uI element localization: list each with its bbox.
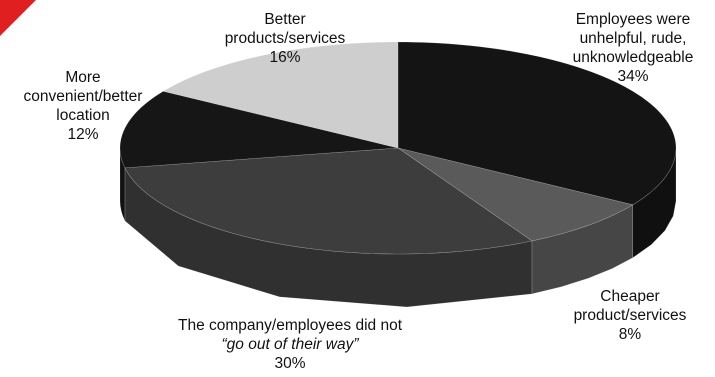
red-corner-triangle-icon <box>0 0 36 36</box>
label-go-out-of-way: The company/employees did not “go out of… <box>150 316 430 373</box>
label-convenient-location: More convenient/better location 12% <box>8 68 158 144</box>
pct-employees-unhelpful: 34% <box>617 68 649 85</box>
pie-slice-4 <box>162 41 399 149</box>
label-cheaper-product: Cheaper product/services 8% <box>554 287 706 344</box>
pie-slice-1 <box>397 147 634 242</box>
label-better-products: Better products/services 16% <box>210 10 360 67</box>
pct-cheaper-product: 8% <box>618 326 642 343</box>
pct-better-products: 16% <box>269 49 301 66</box>
pct-convenient-location: 12% <box>67 126 99 143</box>
pie-slice-3 <box>119 90 399 169</box>
pct-go-out-of-way: 30% <box>274 355 306 372</box>
pie-slice-2 <box>124 147 533 255</box>
label-employees-unhelpful: Employees were unhelpful, rude, unknowle… <box>552 10 714 86</box>
pie-tops <box>119 41 677 255</box>
pie-slice-0 <box>397 41 677 206</box>
